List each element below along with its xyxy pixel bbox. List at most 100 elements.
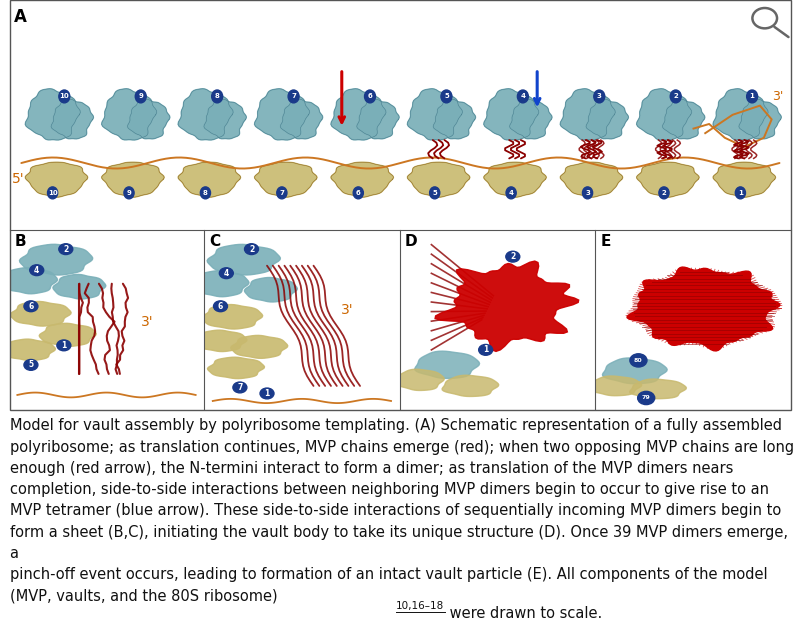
Point [441,608,450,616]
Text: 6: 6 [356,190,361,196]
Text: 5': 5' [11,172,24,186]
Polygon shape [357,100,399,139]
Polygon shape [194,330,247,352]
Circle shape [277,187,287,199]
Text: 1: 1 [738,190,743,196]
Point [391,608,401,616]
Text: 3': 3' [772,90,783,103]
Circle shape [135,90,146,103]
Text: 3': 3' [142,315,154,329]
Polygon shape [1,268,58,294]
Circle shape [630,354,647,367]
Circle shape [518,90,528,103]
Circle shape [219,268,234,279]
Circle shape [200,187,210,199]
Polygon shape [510,100,552,139]
Text: 7: 7 [279,190,284,196]
Text: B: B [14,234,26,249]
Text: 2: 2 [674,93,678,100]
Polygon shape [207,244,280,275]
Text: A: A [14,8,27,26]
Polygon shape [407,89,462,140]
Text: 6: 6 [218,302,223,310]
Circle shape [670,90,681,103]
Text: 8: 8 [203,190,208,196]
Text: 1: 1 [264,389,270,398]
Text: 10,16–18: 10,16–18 [396,601,444,611]
Polygon shape [630,379,686,399]
Text: 80: 80 [634,358,642,363]
Polygon shape [192,270,249,297]
Text: 4: 4 [520,93,526,100]
Text: 3: 3 [597,93,602,100]
Polygon shape [415,351,479,379]
Circle shape [212,90,222,103]
Text: 9: 9 [126,190,131,196]
Text: E: E [601,234,611,249]
Polygon shape [102,89,157,140]
Polygon shape [637,89,692,140]
Polygon shape [434,100,475,139]
Polygon shape [51,100,94,139]
Text: 4: 4 [224,269,229,278]
Polygon shape [230,336,288,358]
Polygon shape [396,369,444,391]
Polygon shape [245,277,298,302]
Text: 10: 10 [48,190,58,196]
Polygon shape [739,100,782,139]
Polygon shape [637,162,699,197]
Polygon shape [39,323,96,346]
Polygon shape [435,261,578,351]
Circle shape [441,90,452,103]
Text: 7: 7 [291,93,296,100]
Polygon shape [407,162,470,197]
Text: 9: 9 [138,93,143,100]
Circle shape [260,388,274,399]
Text: 5: 5 [444,93,449,100]
Polygon shape [26,89,80,140]
Text: 6: 6 [368,93,372,100]
Circle shape [57,340,71,351]
Circle shape [582,187,593,199]
Circle shape [59,244,73,255]
Text: 1: 1 [62,341,66,350]
Circle shape [233,382,247,393]
Circle shape [245,244,258,255]
Polygon shape [713,162,775,197]
Polygon shape [254,162,317,197]
Polygon shape [560,162,622,197]
Polygon shape [102,162,164,197]
Text: C: C [210,234,221,249]
Polygon shape [627,267,780,351]
Circle shape [30,265,44,275]
Polygon shape [662,100,705,139]
Circle shape [746,90,758,103]
Polygon shape [178,89,233,140]
Polygon shape [331,162,394,197]
Circle shape [506,251,520,262]
Circle shape [659,187,669,199]
Circle shape [506,187,516,199]
Text: were drawn to scale.: were drawn to scale. [446,606,602,621]
Polygon shape [484,89,539,140]
Polygon shape [127,100,170,139]
Circle shape [735,187,746,199]
Text: 5: 5 [432,190,437,196]
Circle shape [124,187,134,199]
Text: 2: 2 [510,252,515,261]
Circle shape [354,187,363,199]
Circle shape [430,187,440,199]
Polygon shape [589,376,642,396]
Polygon shape [19,244,93,275]
Circle shape [24,301,38,312]
Polygon shape [331,89,386,140]
Polygon shape [602,358,667,384]
Text: 4: 4 [34,265,39,275]
Polygon shape [202,304,262,329]
Polygon shape [280,100,322,139]
Polygon shape [2,339,55,361]
Polygon shape [10,302,71,326]
Text: 3': 3' [341,303,354,317]
Text: Model for vault assembly by polyribosome templating. (A) Schematic representatio: Model for vault assembly by polyribosome… [10,418,794,603]
Polygon shape [207,357,265,379]
